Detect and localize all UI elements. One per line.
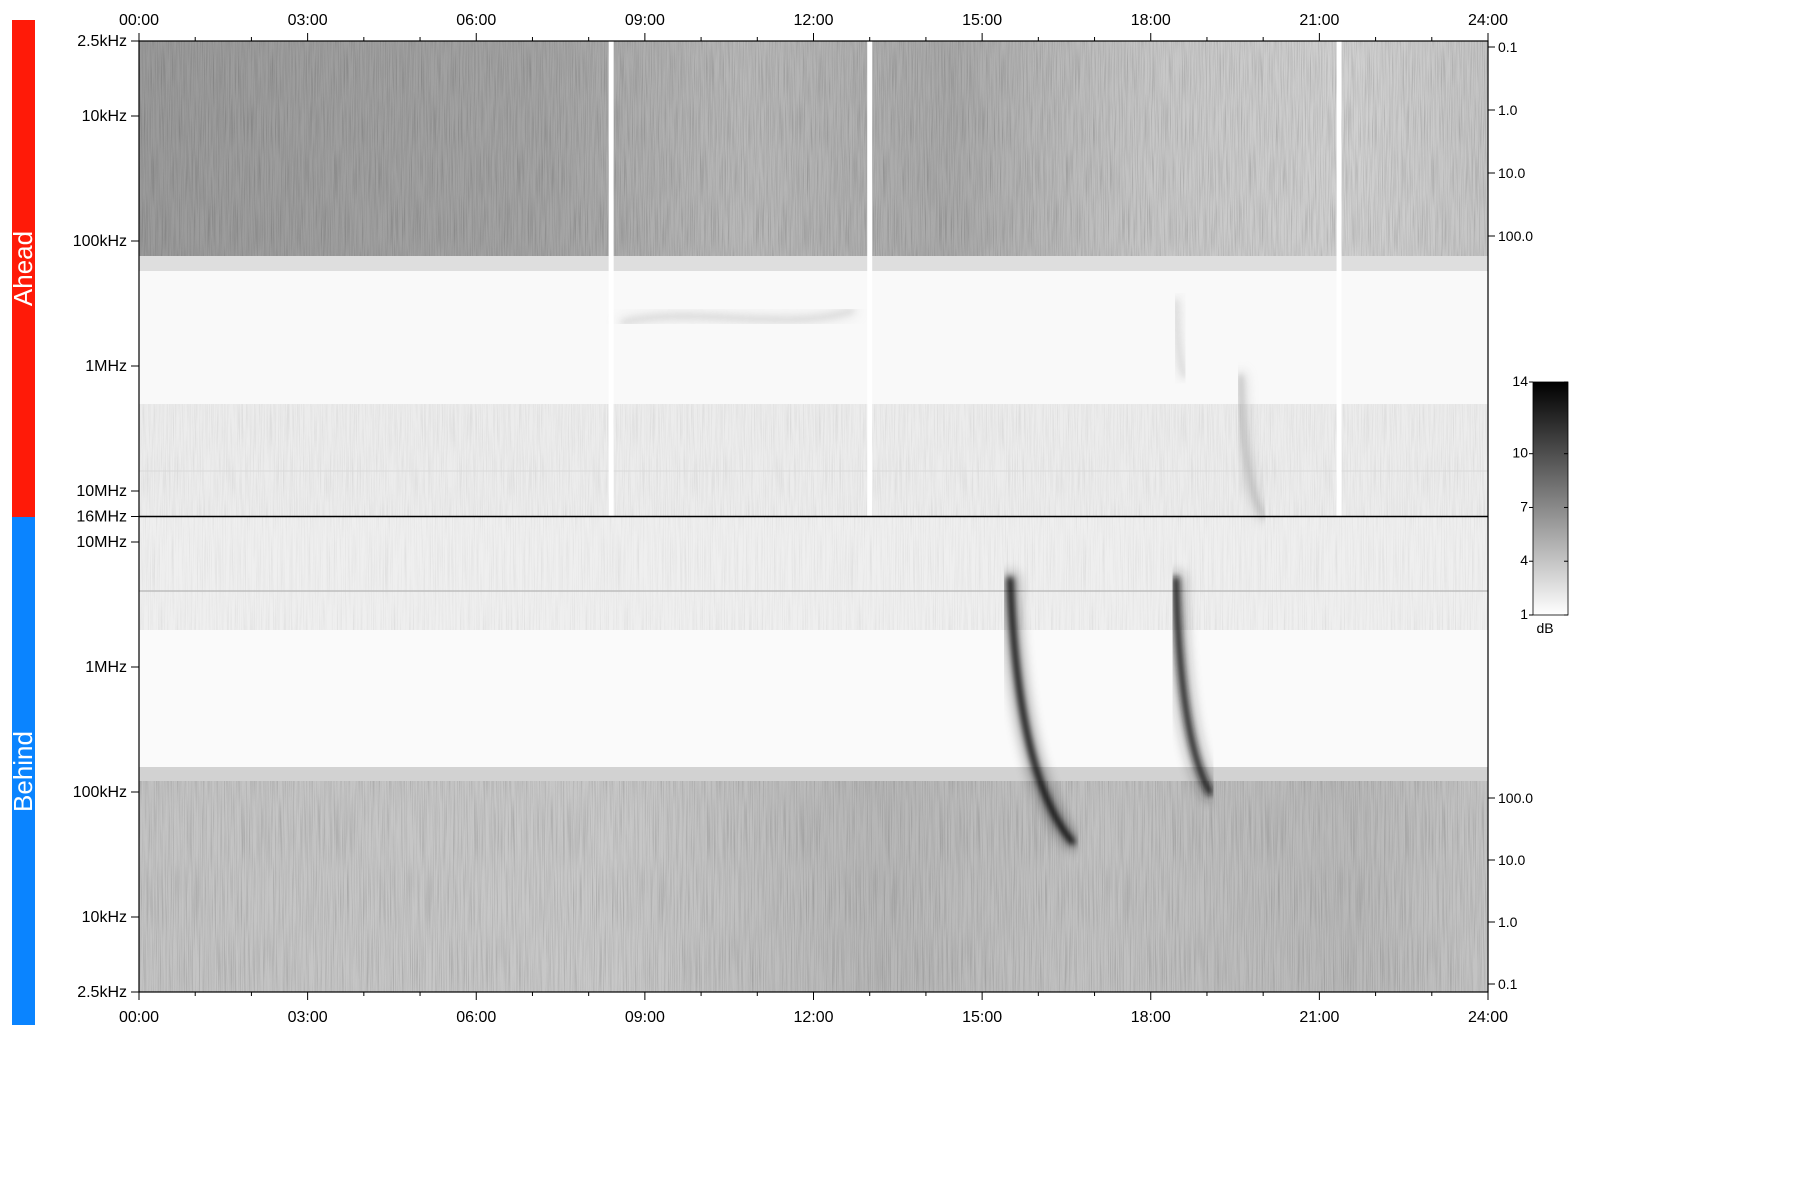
behind-spectrogram [139, 517, 1488, 992]
feature-layer [618, 296, 1268, 850]
data-gap [608, 41, 614, 516]
behind-bar: Behind [8, 517, 38, 1025]
right-tick-label: 1.0 [1498, 914, 1518, 930]
freq-tick-label: 10MHz [76, 534, 127, 551]
radio-burst [1239, 374, 1265, 518]
bottom-tick-label: 09:00 [625, 1009, 665, 1026]
right-tick-label: 100.0 [1498, 228, 1533, 244]
colorbar-tick-label: 7 [1520, 498, 1528, 514]
colorbar-tick-label: 4 [1520, 552, 1528, 568]
behind-frequency-axis: 10MHz 1MHz 100kHz 10kHz 2.5kHz [73, 534, 139, 1001]
ahead-bar: Ahead [8, 20, 38, 517]
freq-tick-label: 2.5kHz [77, 33, 127, 50]
colorbar-ticks: 14 10 7 4 1 [1512, 373, 1568, 622]
bottom-tick-label: 15:00 [962, 1009, 1002, 1026]
freq-tick-label: 16MHz [76, 509, 127, 526]
top-tick-label: 06:00 [456, 12, 496, 29]
freq-tick-label: 10MHz [76, 483, 127, 500]
freq-tick-label: 10kHz [82, 909, 127, 926]
right-tick-label: 100.0 [1498, 790, 1533, 806]
bottom-tick-label: 18:00 [1131, 1009, 1171, 1026]
bottom-tick-label: 21:00 [1299, 1009, 1339, 1026]
freq-tick-label: 1MHz [85, 358, 127, 375]
top-tick-label: 00:00 [119, 12, 159, 29]
top-tick-label: 15:00 [962, 12, 1002, 29]
right-tick-label: 10.0 [1498, 165, 1525, 181]
bottom-tick-label: 24:00 [1468, 1009, 1508, 1026]
radio-burst [1173, 576, 1213, 795]
top-tick-label: 03:00 [288, 12, 328, 29]
colorbar-gradient [1532, 381, 1569, 616]
ahead-spectrogram [139, 41, 1488, 516]
colorbar: 14 10 7 4 1 dB [1512, 373, 1569, 636]
right-tick-label: 1.0 [1498, 102, 1518, 118]
freq-tick-label: 100kHz [73, 233, 127, 250]
freq-tick-label: 1MHz [85, 659, 127, 676]
ahead-right-axis: 0.1 1.0 10.0 100.0 [1488, 39, 1533, 244]
data-gap [867, 41, 873, 516]
top-tick-label: 24:00 [1468, 12, 1508, 29]
top-time-axis: 00:00 03:00 06:00 09:00 12:00 15:00 18:00 21:00… [119, 12, 1508, 41]
colorbar-unit: dB [1536, 620, 1553, 636]
colorbar-tick-label: 1 [1520, 606, 1528, 622]
right-tick-label: 0.1 [1498, 39, 1518, 55]
top-tick-label: 09:00 [625, 12, 665, 29]
bottom-tick-label: 00:00 [119, 1009, 159, 1026]
gap-layer [608, 41, 1342, 516]
freq-tick-label: 100kHz [73, 784, 127, 801]
top-tick-label: 12:00 [793, 12, 833, 29]
freq-tick-label: 10kHz [82, 108, 127, 125]
bottom-tick-label: 12:00 [793, 1009, 833, 1026]
top-tick-label: 18:00 [1131, 12, 1171, 29]
radio-burst [1007, 576, 1076, 845]
freq-tick-label: 2.5kHz [77, 984, 127, 1001]
bottom-tick-label: 06:00 [456, 1009, 496, 1026]
behind-right-axis: 100.0 10.0 1.0 0.1 [1488, 790, 1533, 992]
top-tick-label: 21:00 [1299, 12, 1339, 29]
radio-burst [1174, 299, 1186, 378]
radio-burst [621, 309, 855, 324]
bottom-time-axis: 00:00 03:00 06:00 09:00 12:00 15:00 18:00 21:00… [119, 992, 1508, 1026]
right-tick-label: 10.0 [1498, 852, 1525, 868]
ahead-frequency-axis: 2.5kHz 10kHz 100kHz 1MHz 10MHz 16MHz [73, 33, 139, 526]
colorbar-tick-label: 10 [1512, 445, 1528, 461]
colorbar-tick-label: 14 [1512, 373, 1528, 389]
bottom-tick-label: 03:00 [288, 1009, 328, 1026]
right-tick-label: 0.1 [1498, 976, 1518, 992]
data-gap [1336, 41, 1342, 516]
